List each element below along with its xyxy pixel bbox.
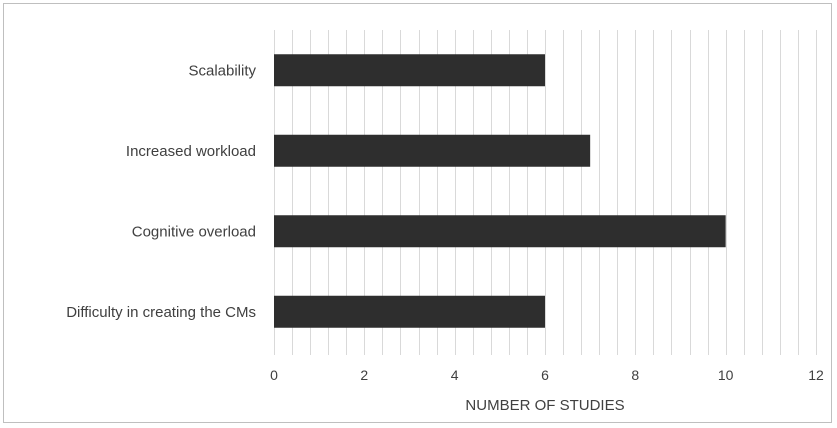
x-tick-label: 10: [718, 367, 734, 383]
bar: [274, 54, 545, 87]
bar: [274, 134, 591, 167]
category-label: Difficulty in creating the CMs: [66, 304, 256, 321]
bar: [274, 215, 726, 248]
x-tick-label: 8: [631, 367, 639, 383]
bars: [274, 54, 726, 328]
category-labels: Difficulty in creating the CMs Cognitive …: [66, 62, 256, 321]
x-tick-label: 6: [541, 367, 549, 383]
category-label: Scalability: [188, 62, 256, 79]
category-label: Cognitive overload: [132, 223, 256, 240]
x-axis-title: NUMBER OF STUDIES: [465, 397, 624, 414]
bar: [274, 295, 545, 328]
category-label: Increased workload: [126, 143, 256, 160]
x-tick-label: 4: [451, 367, 459, 383]
x-tick-labels: 0 2 4 6 8 10 12: [270, 367, 824, 383]
x-tick-label: 12: [808, 367, 824, 383]
x-tick-label: 2: [360, 367, 368, 383]
x-tick-label: 0: [270, 367, 278, 383]
